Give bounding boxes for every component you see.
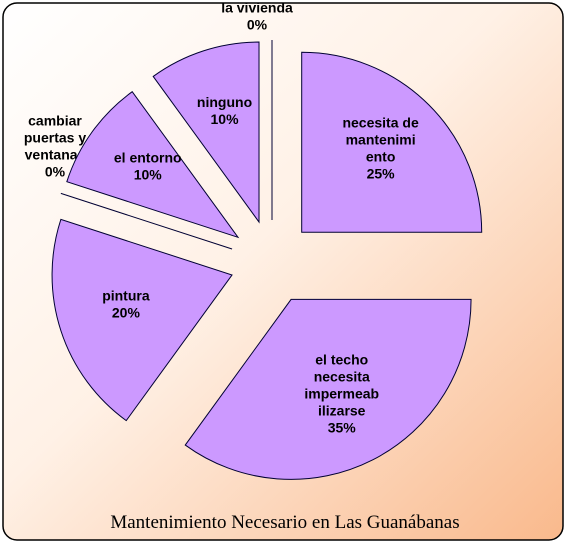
pie-slice: [51, 218, 233, 422]
slice-label: el entorno: [114, 150, 182, 166]
slice-label: arreglosustancial ala vivienda: [217, 0, 297, 16]
pie-slice: [66, 90, 240, 239]
value-label: 0%: [247, 17, 268, 33]
slice-label: el techo necesita impermeab ilizarse: [304, 351, 379, 418]
slice-label: ninguno: [197, 94, 252, 110]
pie-slice: [301, 51, 483, 233]
slice-label: cambiar puertas y ventanas: [24, 112, 86, 162]
value-label: 10%: [134, 167, 163, 183]
value-label: 35%: [328, 419, 357, 435]
pie-slice: [60, 192, 233, 250]
value-label: 25%: [367, 165, 396, 181]
slice-label: necesita de mantenimi ento: [342, 114, 418, 164]
value-label: 10%: [211, 111, 240, 127]
pie-slice: [152, 41, 260, 224]
pie-slice: [184, 298, 472, 480]
value-label: 20%: [112, 304, 141, 320]
slice-label: pintura: [102, 287, 150, 303]
chart-title: Mantenimiento Necesario en Las Guanábana…: [110, 512, 459, 533]
value-label: 0%: [45, 163, 66, 179]
